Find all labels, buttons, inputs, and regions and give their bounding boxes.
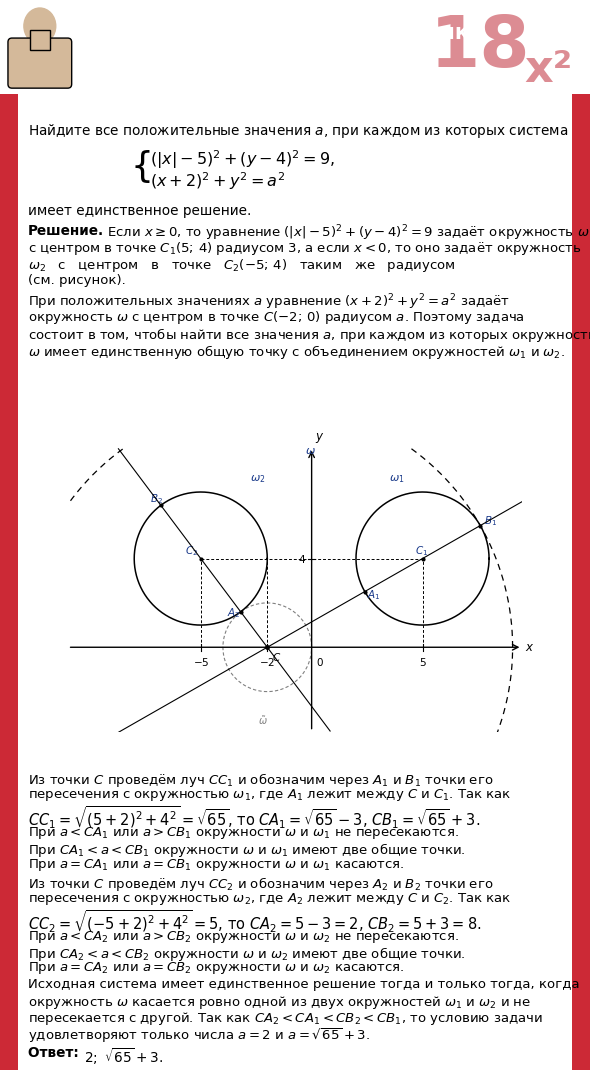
Text: $\omega_2$: $\omega_2$ xyxy=(250,473,265,485)
Text: Из точки $C$ проведём луч $CC_1$ и обозначим через $A_1$ и $B_1$ точки его: Из точки $C$ проведём луч $CC_1$ и обозн… xyxy=(28,771,493,790)
FancyBboxPatch shape xyxy=(8,39,72,88)
Text: состоит в том, чтобы найти все значения $a$, при каждом из которых окружность: состоит в том, чтобы найти все значения … xyxy=(28,326,590,345)
Text: Решение.: Решение. xyxy=(28,224,104,238)
Text: $2;\ \sqrt{65}+3$.: $2;\ \sqrt{65}+3$. xyxy=(84,1046,163,1067)
Text: $y$: $y$ xyxy=(315,431,324,445)
Text: $(|x|-5)^2+(y-4)^2=9,$: $(|x|-5)^2+(y-4)^2=9,$ xyxy=(150,148,335,170)
Text: пересечения с окружностью $\omega_2$, где $A_2$ лежит между $C$ и $C_2$. Так как: пересечения с окружностью $\omega_2$, гд… xyxy=(28,890,512,906)
Text: $\omega_1$: $\omega_1$ xyxy=(389,473,405,485)
Text: Из точки $C$ проведём луч $CC_2$ и обозначим через $A_2$ и $B_2$ точки его: Из точки $C$ проведём луч $CC_2$ и обозн… xyxy=(28,875,493,892)
Text: окружность $\omega$ с центром в точке $C(-2;\,0)$ радиусом $a$. Поэтому задача: окружность $\omega$ с центром в точке $C… xyxy=(28,309,525,326)
Text: $A_2$: $A_2$ xyxy=(227,607,241,620)
Text: с центром в точке $C_1(5;\,4)$ радиусом 3, а если $x<0$, то оно задаёт окружност: с центром в точке $C_1(5;\,4)$ радиусом … xyxy=(28,240,581,257)
Bar xyxy=(0,94,18,1070)
Text: $5$: $5$ xyxy=(419,656,427,668)
Text: $\{$: $\{$ xyxy=(130,148,150,185)
Text: Пример задания 18: Пример задания 18 xyxy=(88,59,254,74)
Ellipse shape xyxy=(24,7,55,44)
Text: $A_1$: $A_1$ xyxy=(367,588,381,602)
Text: $0$: $0$ xyxy=(316,656,324,668)
Text: Исходная система имеет единственное решение тогда и только тогда, когда: Исходная система имеет единственное реше… xyxy=(28,978,579,992)
Text: $B_2$: $B_2$ xyxy=(150,492,163,506)
Text: При $a=CA_1$ или $a=CB_1$ окружности $\omega$ и $\omega_1$ касаются.: При $a=CA_1$ или $a=CB_1$ окружности $\o… xyxy=(28,857,404,873)
Text: Если $x\geq0$, то уравнение $(|x|-5)^2+(y-4)^2=9$ задаёт окружность $\omega_1$: Если $x\geq0$, то уравнение $(|x|-5)^2+(… xyxy=(103,224,590,243)
Text: Профильный ЕГЭ по математике: Профильный ЕГЭ по математике xyxy=(88,21,483,43)
Text: 18: 18 xyxy=(430,13,530,81)
FancyBboxPatch shape xyxy=(30,30,50,50)
Text: Найдите все положительные значения $a$, при каждом из которых система: Найдите все положительные значения $a$, … xyxy=(28,122,568,140)
Text: $4$: $4$ xyxy=(298,552,306,565)
Text: $\omega$ имеет единственную общую точку с объединением окружностей $\omega_1$ и : $\omega$ имеет единственную общую точку … xyxy=(28,343,565,361)
Text: $-5$: $-5$ xyxy=(192,656,209,668)
Text: Ответ:: Ответ: xyxy=(28,1046,84,1060)
Text: При $a<CA_2$ или $a>CB_2$ окружности $\omega$ и $\omega_2$ не пересекаются.: При $a<CA_2$ или $a>CB_2$ окружности $\o… xyxy=(28,929,459,945)
Text: $(x+2)^2+y^2=a^2$: $(x+2)^2+y^2=a^2$ xyxy=(150,170,285,192)
Text: $x$: $x$ xyxy=(525,641,534,654)
Text: $\omega_2$   с   центром   в   точке   $C_2(-5;\,4)$   таким   же   радиусом: $\omega_2$ с центром в точке $C_2(-5;\,4… xyxy=(28,258,455,275)
Text: пересечения с окружностью $\omega_1$, где $A_1$ лежит между $C$ и $C_1$. Так как: пересечения с окружностью $\omega_1$, гд… xyxy=(28,788,512,804)
Text: пересекается с другой. Так как $CA_2<CA_1<CB_2<CB_1$, то условию задачи: пересекается с другой. Так как $CA_2<CA_… xyxy=(28,1010,543,1027)
Text: $C_1$: $C_1$ xyxy=(415,545,428,557)
Text: При $a=CA_2$ или $a=CB_2$ окружности $\omega$ и $\omega_2$ касаются.: При $a=CA_2$ или $a=CB_2$ окружности $\o… xyxy=(28,961,404,977)
Text: $CC_1=\sqrt{(5+2)^2+4^2}=\sqrt{65}$, то $CA_1=\sqrt{65}-3$, $CB_1=\sqrt{65}+3$.: $CC_1=\sqrt{(5+2)^2+4^2}=\sqrt{65}$, то … xyxy=(28,805,480,831)
Bar xyxy=(572,94,590,1070)
Text: $\tilde{\omega}$: $\tilde{\omega}$ xyxy=(258,714,268,727)
Text: При $a<CA_1$ или $a>CB_1$ окружности $\omega$ и $\omega_1$ не пересекаются.: При $a<CA_1$ или $a>CB_1$ окружности $\o… xyxy=(28,825,459,841)
Text: $CC_2=\sqrt{(-5+2)^2+4^2}=5$, то $CA_2=5-3=2$, $CB_2=5+3=8$.: $CC_2=\sqrt{(-5+2)^2+4^2}=5$, то $CA_2=5… xyxy=(28,908,481,935)
Text: При положительных значениях $a$ уравнение $(x+2)^2+y^2=a^2$ задаёт: При положительных значениях $a$ уравнени… xyxy=(28,292,510,312)
Text: $\omega$: $\omega$ xyxy=(305,446,316,456)
Text: При $CA_1<a<CB_1$ окружности $\omega$ и $\omega_1$ имеют две общие точки.: При $CA_1<a<CB_1$ окружности $\omega$ и … xyxy=(28,841,466,859)
Text: При $CA_2<a<CB_2$ окружности $\omega$ и $\omega_2$ имеют две общие точки.: При $CA_2<a<CB_2$ окружности $\omega$ и … xyxy=(28,945,466,963)
Text: $B_1$: $B_1$ xyxy=(484,515,497,529)
Text: удовлетворяют только числа $a=2$ и $a=\sqrt{65}+3$.: удовлетворяют только числа $a=2$ и $a=\s… xyxy=(28,1026,370,1045)
Text: имеет единственное решение.: имеет единственное решение. xyxy=(28,203,251,217)
Text: $C$: $C$ xyxy=(272,651,281,662)
Text: окружность $\omega$ касается ровно одной из двух окружностей $\omega_1$ и $\omeg: окружность $\omega$ касается ровно одной… xyxy=(28,994,531,1011)
Text: (см. рисунок).: (см. рисунок). xyxy=(28,274,126,288)
Text: x²: x² xyxy=(524,48,572,91)
Text: $C_2$: $C_2$ xyxy=(185,545,198,557)
Text: $-2$: $-2$ xyxy=(259,656,276,668)
